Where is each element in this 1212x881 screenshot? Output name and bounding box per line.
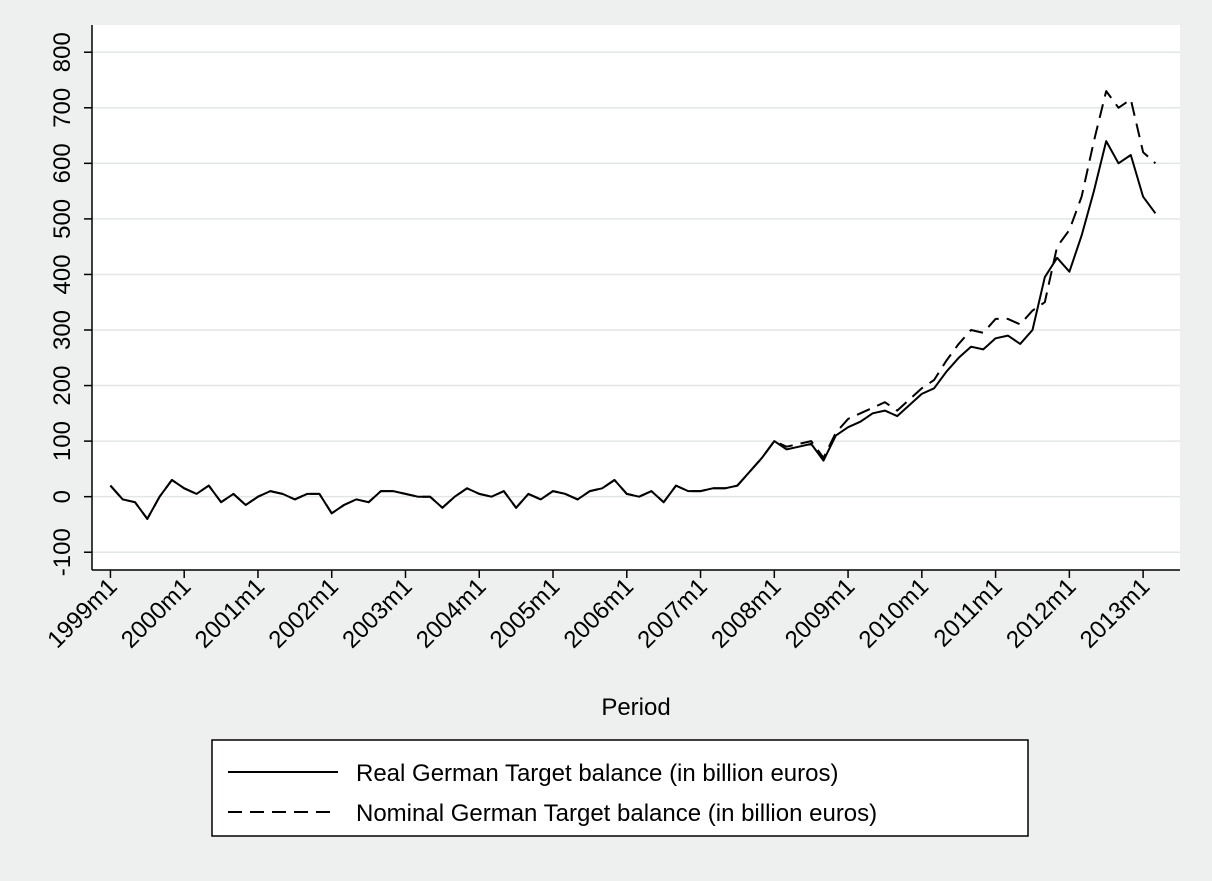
y-tick-label: 800 <box>49 32 76 72</box>
y-tick-label: 600 <box>49 143 76 183</box>
y-tick-label: 0 <box>49 490 76 503</box>
data-line <box>109 140 1157 520</box>
y-tick-label: 400 <box>49 254 76 294</box>
y-tick-label: 100 <box>49 421 76 461</box>
legend-box <box>211 739 1029 837</box>
data-line <box>109 90 1157 520</box>
y-tick-label: -100 <box>49 528 76 576</box>
y-tick-label: 200 <box>49 366 76 406</box>
x-axis-label: Period <box>601 694 670 721</box>
plot-area <box>92 25 1180 570</box>
y-tick-label: 500 <box>49 199 76 239</box>
y-tick-label: 300 <box>49 310 76 350</box>
legend-label: Real German Target balance (in billion e… <box>356 760 838 787</box>
legend-label: Nominal German Target balance (in billio… <box>356 800 877 827</box>
y-tick-label: 700 <box>49 88 76 128</box>
